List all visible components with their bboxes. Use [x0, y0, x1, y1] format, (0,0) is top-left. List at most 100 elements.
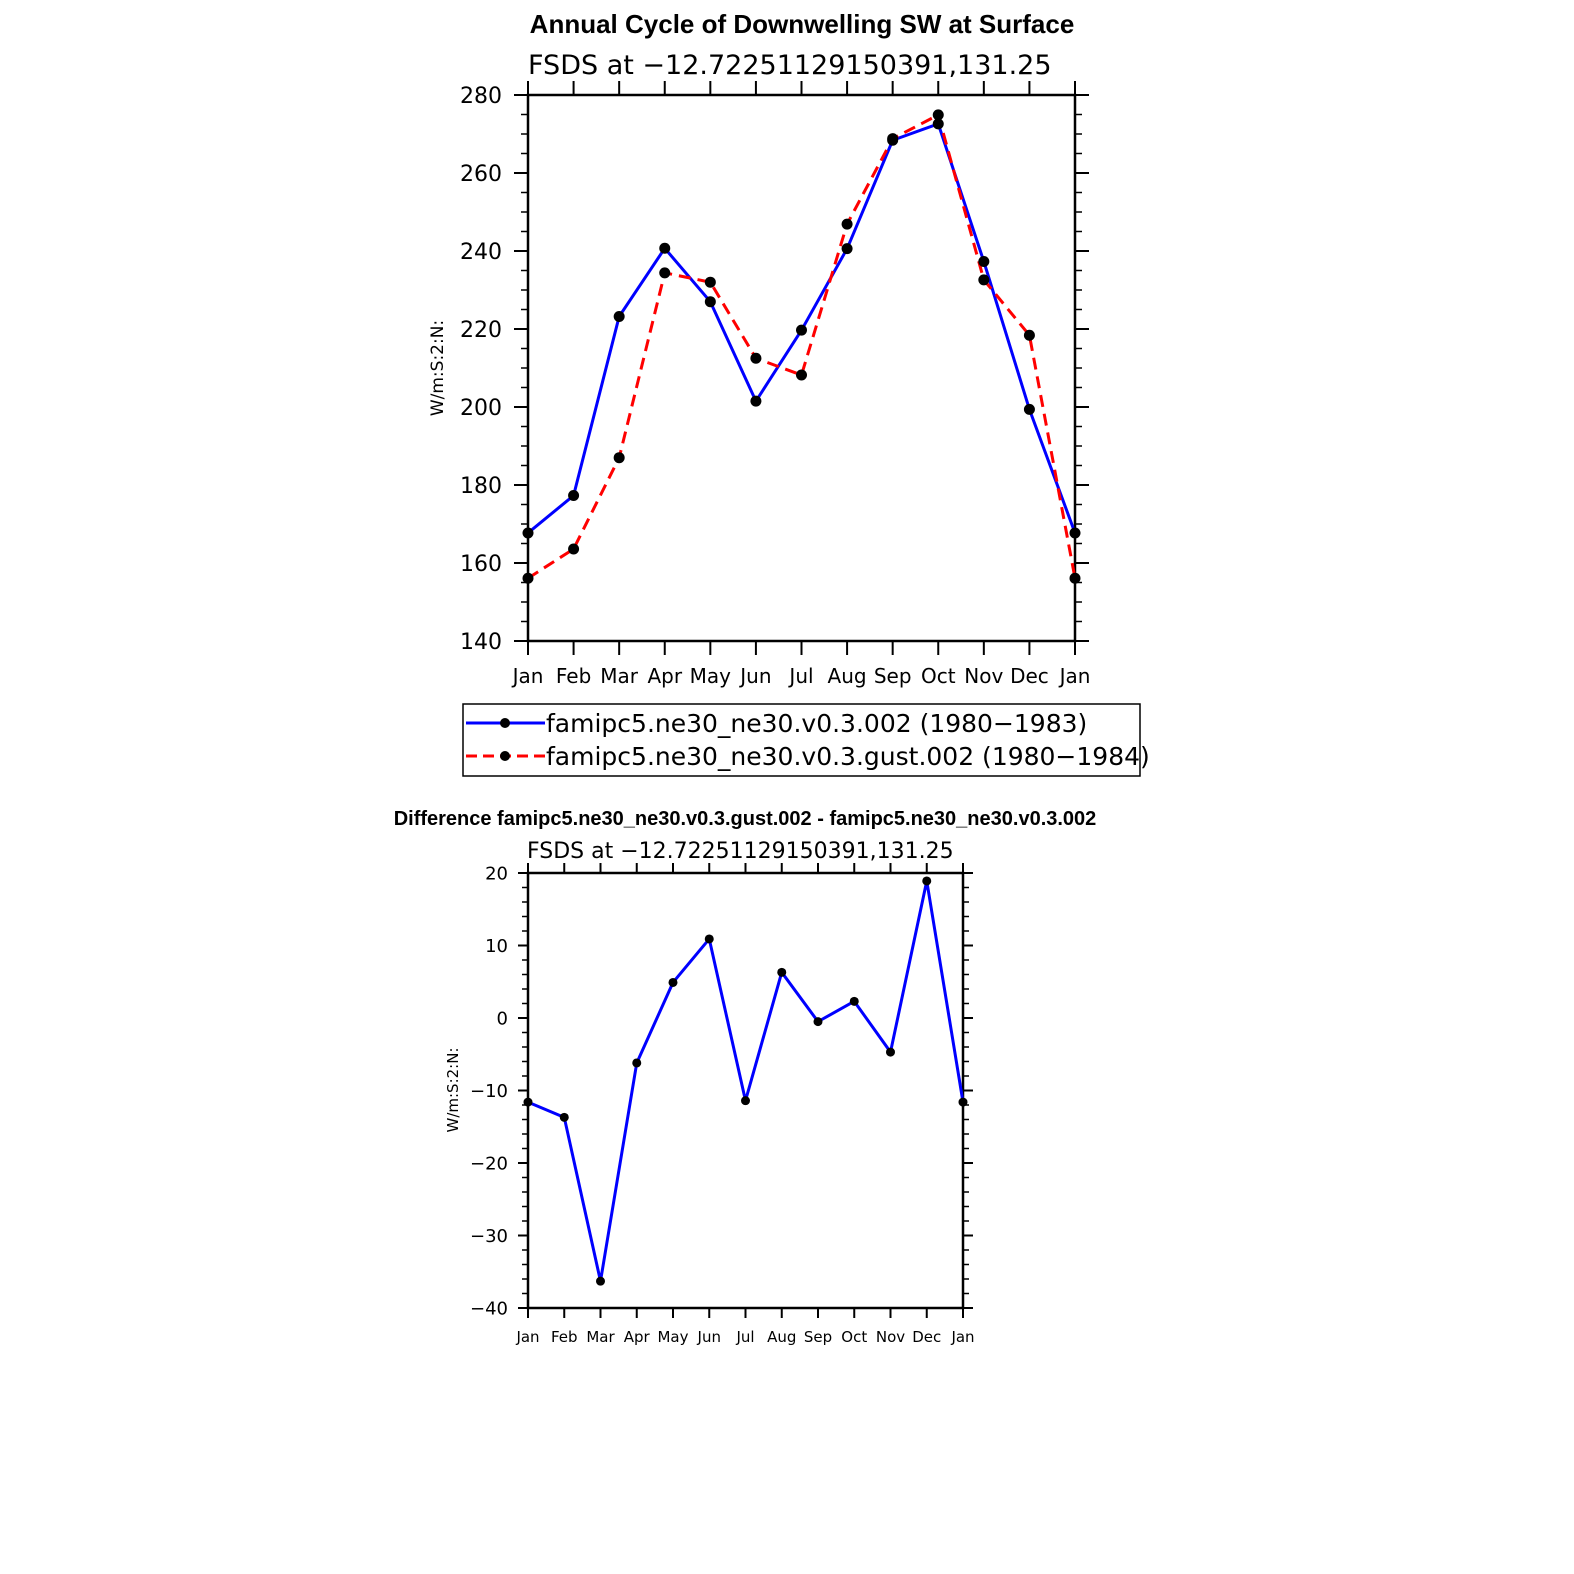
- x-tick-label: Apr: [624, 1328, 651, 1346]
- y-tick-label: −30: [470, 1226, 508, 1247]
- y-tick-labels: −40 −30 −20 −10 0 10 20: [470, 863, 508, 1319]
- x-tick-labels: Jan Feb Mar Apr May Jun Jul Aug Sep Oct Nov Dec Jan: [511, 664, 1091, 688]
- data-point: [1069, 572, 1081, 584]
- legend-marker-red: [500, 751, 510, 761]
- x-tick-label: Jan: [950, 1328, 974, 1346]
- data-point: [568, 543, 580, 555]
- y-tick-labels: 140 160 180 200 220 240 260 280: [460, 84, 502, 655]
- x-tick-label: Aug: [767, 1328, 796, 1346]
- data-point: [523, 1097, 533, 1107]
- x-tick-label: Dec: [912, 1328, 941, 1346]
- data-point: [841, 243, 853, 255]
- data-point: [659, 242, 671, 254]
- data-point: [978, 256, 990, 268]
- data-point: [849, 996, 859, 1006]
- y-tick-label: −20: [470, 1153, 508, 1174]
- x-tick-label: Nov: [876, 1328, 905, 1346]
- data-point: [1069, 527, 1081, 539]
- x-tick-label: Oct: [921, 664, 956, 688]
- legend: famipc5.ne30_ne30.v0.3.002 (1980−1983) f…: [462, 703, 1150, 777]
- series-line-1: [527, 879, 965, 1283]
- x-tick-label: Mar: [586, 1328, 615, 1346]
- data-point: [704, 296, 716, 308]
- y-tick-label: 20: [485, 863, 508, 884]
- y-tick-label: 280: [460, 84, 502, 109]
- tick-marks: [514, 81, 1089, 655]
- x-tick-label: May: [690, 664, 732, 688]
- annual-cycle-panel: Annual Cycle of Downwelling SW at Surfac…: [428, 9, 1150, 777]
- x-tick-label: Jan: [511, 664, 544, 688]
- chart-subtitle: FSDS at −12.72251129150391,131.25: [527, 839, 954, 864]
- data-point: [796, 369, 807, 381]
- data-point: [668, 977, 678, 987]
- data-point: [978, 274, 990, 286]
- legend-entry-2: famipc5.ne30_ne30.v0.3.gust.002 (1980−19…: [546, 742, 1150, 771]
- data-point: [922, 876, 932, 886]
- series-group: [523, 876, 968, 1286]
- y-tick-label: 260: [460, 162, 502, 187]
- x-tick-label: Feb: [556, 664, 591, 688]
- data-point: [887, 133, 899, 145]
- x-tick-label: Jul: [787, 664, 813, 688]
- x-tick-label: Oct: [841, 1328, 867, 1346]
- y-tick-label: 200: [460, 396, 502, 421]
- data-point: [1023, 329, 1035, 341]
- x-tick-label: Jul: [735, 1328, 754, 1346]
- y-tick-label: −10: [470, 1081, 508, 1102]
- y-axis-label: W/m:S:2:N:: [444, 1048, 462, 1133]
- plot-frame: [526, 93, 1077, 643]
- legend-entry-1: famipc5.ne30_ne30.v0.3.002 (1980−1983): [546, 709, 1087, 738]
- x-tick-label: Apr: [647, 664, 682, 688]
- x-tick-label: Jun: [697, 1328, 721, 1346]
- data-point: [568, 490, 580, 502]
- difference-panel: Difference famipc5.ne30_ne30.v0.3.gust.0…: [394, 808, 1097, 1346]
- data-point: [750, 352, 762, 364]
- chart-title: Annual Cycle of Downwelling SW at Surfac…: [530, 9, 1075, 39]
- x-tick-label: Sep: [804, 1328, 832, 1346]
- x-tick-label: Jun: [738, 664, 771, 688]
- x-tick-label: May: [657, 1328, 688, 1346]
- y-tick-label: 180: [460, 474, 502, 499]
- data-point: [796, 324, 807, 336]
- data-point: [841, 218, 853, 230]
- data-point: [777, 967, 787, 977]
- y-tick-label: 0: [497, 1008, 508, 1029]
- data-point: [522, 572, 534, 584]
- legend-box: [462, 703, 1141, 777]
- data-point: [613, 452, 625, 464]
- legend-marker-blue: [500, 718, 510, 728]
- data-point: [632, 1058, 642, 1068]
- data-point: [932, 118, 944, 130]
- y-axis-label: W/m:S:2:N:: [428, 320, 448, 416]
- data-point: [958, 1097, 968, 1107]
- y-tick-label: 10: [485, 936, 508, 957]
- data-point: [596, 1276, 605, 1286]
- data-point: [1023, 403, 1035, 415]
- data-point: [659, 267, 671, 279]
- data-point: [522, 527, 534, 539]
- data-point: [613, 311, 625, 323]
- data-point: [932, 109, 944, 121]
- data-point: [741, 1096, 750, 1106]
- y-tick-label: −40: [470, 1298, 508, 1319]
- x-tick-label: Jan: [1058, 664, 1091, 688]
- x-tick-label: Jan: [515, 1328, 539, 1346]
- data-point: [813, 1017, 823, 1027]
- data-point: [559, 1112, 569, 1122]
- x-tick-labels: Jan Feb Mar Apr May Jun Jul Aug Sep Oct Nov Dec Jan: [515, 1328, 974, 1346]
- chart-title: Difference famipc5.ne30_ne30.v0.3.gust.0…: [394, 808, 1097, 830]
- data-point: [704, 934, 714, 944]
- tick-marks: [518, 863, 973, 1318]
- x-tick-label: Dec: [1010, 664, 1049, 688]
- chart-subtitle: FSDS at −12.72251129150391,131.25: [528, 50, 1052, 81]
- x-tick-label: Feb: [551, 1328, 578, 1346]
- y-tick-label: 140: [460, 630, 502, 655]
- data-point: [886, 1047, 895, 1057]
- data-point: [704, 276, 716, 288]
- data-point: [750, 395, 762, 407]
- y-tick-label: 160: [460, 552, 502, 577]
- y-tick-label: 240: [460, 240, 502, 265]
- x-tick-label: Nov: [964, 664, 1003, 688]
- x-tick-label: Sep: [874, 664, 912, 688]
